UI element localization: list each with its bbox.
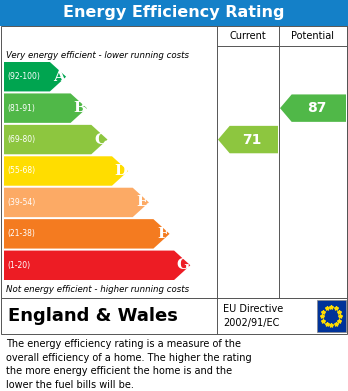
Polygon shape (218, 126, 278, 153)
Bar (1, 26, 347, 298)
Bar (0, 0, 348, 26)
Text: England & Wales: England & Wales (8, 307, 178, 325)
Text: Not energy efficient - higher running costs: Not energy efficient - higher running co… (6, 285, 189, 294)
Polygon shape (4, 93, 87, 123)
Text: Very energy efficient - lower running costs: Very energy efficient - lower running co… (6, 52, 189, 61)
Text: Current: Current (230, 31, 266, 41)
Text: Potential: Potential (292, 31, 334, 41)
Text: E: E (136, 196, 148, 210)
Polygon shape (4, 156, 128, 186)
Text: 87: 87 (307, 101, 326, 115)
Text: G: G (176, 258, 190, 272)
Text: (21-38): (21-38) (7, 230, 35, 239)
Text: (1-20): (1-20) (7, 261, 30, 270)
Text: (92-100): (92-100) (7, 72, 40, 81)
Text: C: C (94, 133, 106, 147)
Text: EU Directive
2002/91/EC: EU Directive 2002/91/EC (223, 305, 283, 328)
Text: F: F (157, 227, 168, 241)
Polygon shape (280, 95, 346, 122)
Text: (39-54): (39-54) (7, 198, 35, 207)
Text: (69-80): (69-80) (7, 135, 35, 144)
Polygon shape (4, 188, 149, 217)
Polygon shape (4, 125, 108, 154)
Text: (81-91): (81-91) (7, 104, 35, 113)
Bar (317, 300, 346, 332)
Text: B: B (73, 101, 86, 115)
Text: (55-68): (55-68) (7, 167, 35, 176)
Text: The energy efficiency rating is a measure of the
overall efficiency of a home. T: The energy efficiency rating is a measur… (6, 339, 252, 390)
Text: 71: 71 (242, 133, 261, 147)
Text: D: D (114, 164, 127, 178)
Text: A: A (53, 70, 65, 84)
Text: Energy Efficiency Rating: Energy Efficiency Rating (63, 5, 285, 20)
Polygon shape (4, 219, 169, 249)
Polygon shape (4, 62, 66, 91)
Bar (1, 298, 347, 334)
Polygon shape (4, 251, 190, 280)
